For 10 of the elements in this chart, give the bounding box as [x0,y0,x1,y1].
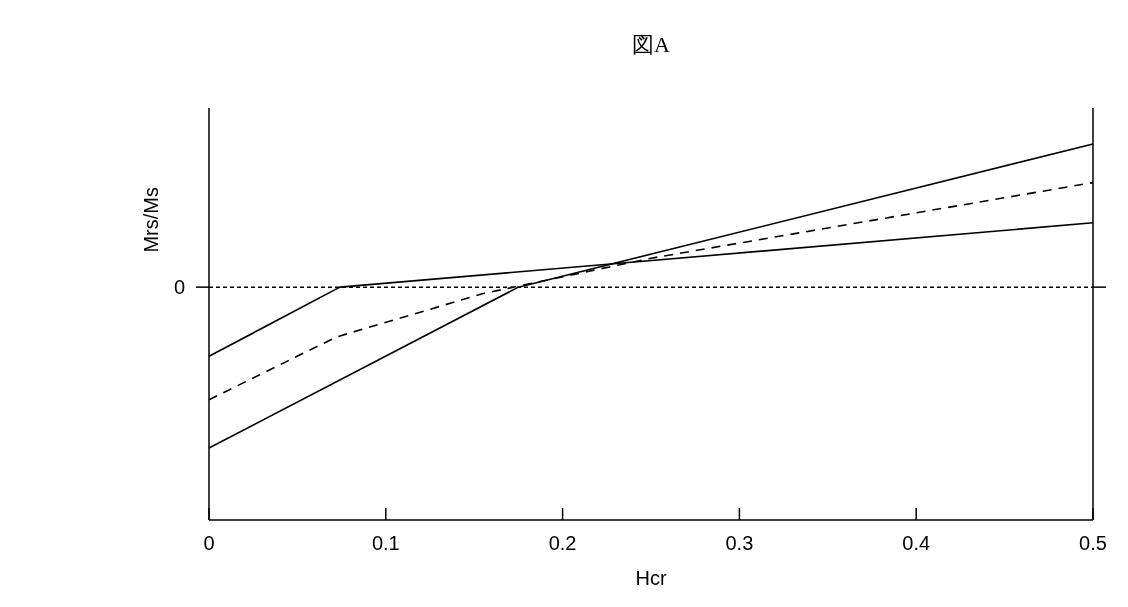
x-tick-label: 0.5 [1079,532,1107,554]
x-tick-label: 0.1 [371,532,400,554]
chart-title: 図A [632,32,671,57]
x-tick-label: 0.4 [902,532,931,554]
x-tick-label: 0 [203,532,215,554]
y-axis-title: Mrs/Ms [140,187,162,253]
x-axis-title: Hcr [635,567,667,589]
x-tick-label: 0.3 [725,532,754,554]
ref-line-label: 0 [173,276,185,299]
x-tick-label: 0.2 [548,532,577,554]
